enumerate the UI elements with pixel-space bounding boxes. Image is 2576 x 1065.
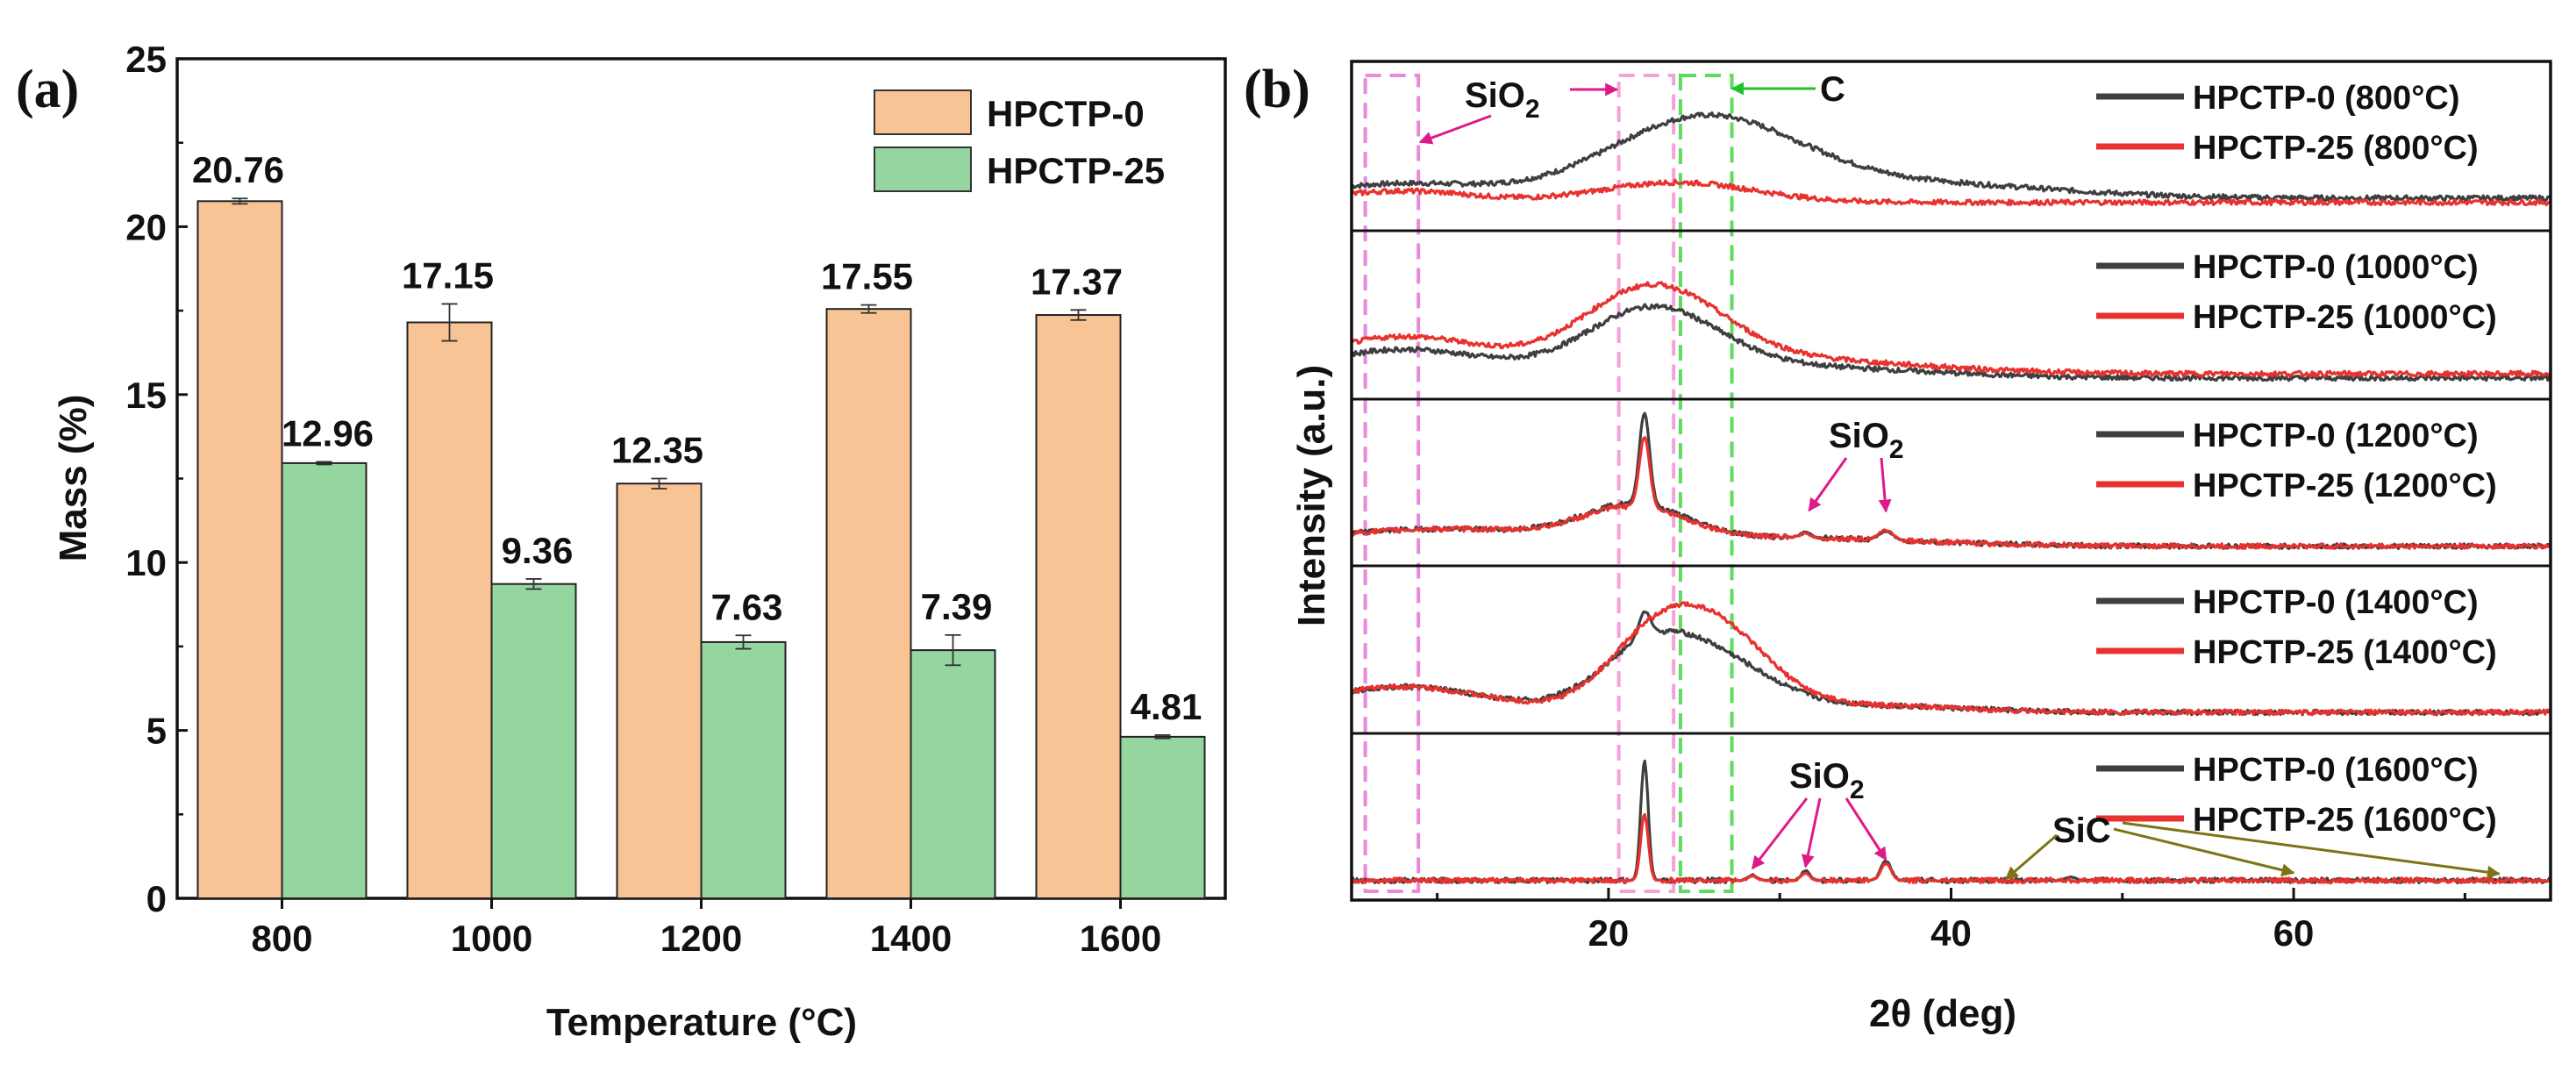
bar-hpctp-25-1600 — [1119, 735, 1206, 900]
panel-b-x-tick-label: 40 — [1930, 912, 1972, 954]
bar-hpctp-0-800 — [196, 200, 283, 900]
legend-label: HPCTP-25 (1000°C) — [2193, 299, 2497, 336]
panel-a-y-tick-label: 5 — [146, 711, 167, 752]
panel-a-x-axis: 800 1000 1200 1400 1600 — [251, 898, 1161, 959]
panel-b-y-axis-label: Intensity (a.u.) — [1290, 365, 1333, 626]
legend-swatch-hpctp-25 — [874, 147, 972, 192]
panel-b-reference-bands — [1363, 74, 1734, 893]
panel-b-x-tick-label: 20 — [1588, 912, 1630, 954]
reference-band — [1616, 74, 1676, 893]
panel-a-y-axis-label: Mass (%) — [52, 395, 95, 562]
legend-label: HPCTP-0 (1200°C) — [2193, 418, 2479, 454]
xrd-curve-hpctp-25-800°C — [1350, 178, 2551, 207]
panel-b-x-axis-label: 2θ (deg) — [1869, 992, 2016, 1035]
annotation-sio2-1600: SiO2 — [1789, 757, 1865, 804]
panel-a-y-tick-label: 25 — [125, 39, 167, 80]
panel-a-bar-chart: (a) 0 5 10 15 20 25 20.76 12.96 17.15 9.36 12.35 7… — [16, 39, 1227, 1044]
bar-value-label: 7.39 — [921, 586, 993, 627]
bar-value-label: 7.63 — [711, 586, 783, 627]
panel-a-y-tick-label: 0 — [146, 878, 167, 919]
legend-label: HPCTP-25 (1400°C) — [2193, 634, 2497, 671]
bar-hpctp-0-1000 — [406, 321, 493, 899]
panel-a-x-tick-label: 1200 — [660, 918, 742, 959]
annotation-arrow — [1808, 457, 1848, 512]
xrd-curve-hpctp-25-1200°C — [1351, 436, 2551, 550]
panel-b-x-tick-label: 60 — [2273, 912, 2315, 954]
panel-a-y-axis: 0 5 10 15 20 25 — [125, 39, 188, 919]
panel-a-x-axis-label: Temperature (°C) — [546, 1001, 857, 1044]
annotation-arrow — [2004, 833, 2058, 881]
legend-swatch-hpctp-0 — [874, 89, 972, 135]
annotation-arrow — [1845, 797, 1887, 861]
legend-label: HPCTP-25 (800°C) — [2193, 130, 2479, 167]
panel-a-x-tick-label: 1400 — [870, 918, 952, 959]
reference-band — [1678, 74, 1734, 893]
bar-value-label: 17.37 — [1031, 261, 1123, 302]
annotation-arrow — [1801, 797, 1822, 868]
panel-b-label: (b) — [1244, 60, 1310, 119]
legend-label: HPCTP-0 (800°C) — [2193, 80, 2459, 117]
panel-b-legends: HPCTP-0 (800°C) HPCTP-25 (800°C) HPCTP-0 (… — [2096, 80, 2497, 839]
panel-b-curves — [1350, 111, 2552, 884]
bar-value-label: 12.35 — [611, 430, 703, 471]
bar-value-label: 9.36 — [502, 530, 574, 571]
panel-a-label: (a) — [16, 60, 79, 119]
annotation-arrow — [1751, 797, 1809, 870]
annotation-sic-1600: SiC — [2052, 811, 2111, 850]
bar-hpctp-25-800 — [281, 461, 367, 899]
bar-value-label: 4.81 — [1131, 686, 1202, 727]
xrd-curve-hpctp-25-1400°C — [1352, 601, 2552, 717]
bar-hpctp-0-1600 — [1035, 314, 1122, 899]
annotation-arrow — [2113, 827, 2295, 877]
annotation-sio2-1200: SiO2 — [1829, 417, 1904, 464]
annotation-arrow — [2122, 821, 2501, 879]
annotation-arrow — [1418, 114, 1492, 145]
panel-a-y-tick-label: 20 — [125, 206, 167, 247]
legend-label-hpctp-0: HPCTP-0 — [987, 93, 1145, 134]
xrd-curve-hpctp-25-1600°C — [1350, 812, 2552, 884]
legend-label: HPCTP-25 (1200°C) — [2193, 468, 2497, 504]
panel-a-y-tick-label: 10 — [125, 542, 167, 583]
bar-hpctp-25-1000 — [490, 583, 577, 900]
bar-hpctp-0-1400 — [825, 308, 912, 900]
panel-a-x-tick-label: 800 — [251, 918, 312, 959]
reference-band — [1363, 74, 1421, 893]
annotation-arrow — [1878, 457, 1892, 513]
panel-a-x-tick-label: 1600 — [1080, 918, 1161, 959]
legend-label-hpctp-25: HPCTP-25 — [987, 150, 1165, 191]
bar-hpctp-25-1400 — [910, 649, 996, 899]
legend-label: HPCTP-0 (1600°C) — [2193, 752, 2479, 789]
panel-b-annotations: SiO2 C SiO2 SiO2 SiC — [1418, 70, 2501, 881]
bar-hpctp-0-1200 — [616, 482, 703, 899]
xrd-curve-hpctp-25-1000°C — [1351, 281, 2552, 378]
annotation-sio2-800: SiO2 — [1465, 76, 1540, 124]
xrd-curve-hpctp-0-800°C — [1351, 111, 2551, 203]
legend-label: HPCTP-0 (1400°C) — [2193, 584, 2479, 621]
xrd-curve-hpctp-0-1000°C — [1350, 303, 2551, 382]
bar-value-label: 17.55 — [821, 256, 913, 297]
bar-value-label: 17.15 — [402, 254, 494, 296]
legend-label: HPCTP-0 (1000°C) — [2193, 249, 2479, 286]
panel-a-y-tick-label: 15 — [125, 375, 167, 416]
panel-b-x-axis: 20 40 60 — [1436, 888, 2466, 954]
annotation-carbon-800: C — [1820, 70, 1845, 109]
bar-value-label: 20.76 — [192, 149, 284, 190]
legend-label: HPCTP-25 (1600°C) — [2193, 802, 2497, 839]
bar-hpctp-25-1200 — [700, 640, 787, 899]
panel-a-x-tick-label: 1000 — [451, 918, 532, 959]
panel-b-xrd-chart: (b) HPCTP-0 (800°C)HPCTP-25 (800°C)HPCTP… — [1244, 60, 2552, 1035]
panel-a-bars: 20.76 12.96 17.15 9.36 12.35 7.63 17.55 7.39 17.… — [192, 149, 1206, 900]
bar-value-label: 12.96 — [282, 412, 374, 454]
panel-a-legend: HPCTP-0 HPCTP-25 — [874, 89, 1165, 192]
